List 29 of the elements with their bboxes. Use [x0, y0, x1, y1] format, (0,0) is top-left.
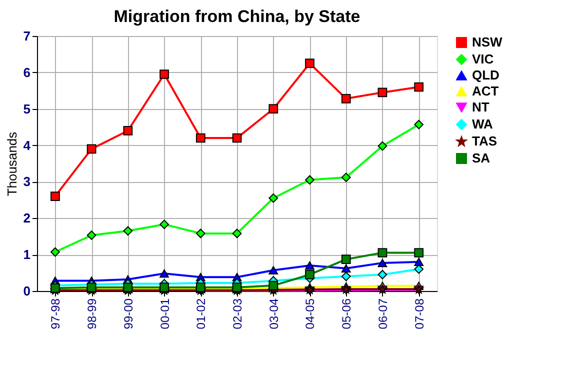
x-tick-label: 05-06: [340, 298, 354, 330]
y-tick-label: 1: [23, 247, 30, 262]
y-tick-label: 0: [23, 284, 30, 298]
x-tick-label: 99-00: [121, 298, 136, 330]
x-tick-label: 04-05: [303, 298, 318, 330]
x-tick-label: 06-07: [376, 298, 390, 330]
y-tick-label: 2: [23, 210, 30, 226]
x-tick-label: 97-98: [48, 298, 63, 330]
legend-label: NT: [472, 100, 490, 114]
x-tick-label: 07-08: [412, 298, 426, 330]
legend-label: TAS: [472, 134, 498, 148]
x-tick-label: 00-01: [158, 298, 172, 330]
x-tick-label: 02-03: [230, 298, 244, 330]
y-tick-label: 3: [23, 174, 30, 190]
legend-label: ACT: [472, 84, 499, 98]
y-tick-label: 4: [23, 138, 32, 153]
legend-label: WA: [472, 116, 494, 132]
x-tick-label: 03-04: [266, 298, 281, 330]
chart-title: Migration from China, by State: [114, 7, 360, 26]
legend-label: NSW: [472, 34, 504, 50]
y-tick-label: 6: [23, 64, 30, 80]
legend-label: VIC: [472, 52, 494, 66]
y-axis-title: Thousands: [4, 131, 20, 196]
x-tick-label: 01-02: [194, 298, 208, 330]
y-tick-label: 5: [23, 101, 30, 116]
y-tick-label: 7: [23, 28, 30, 44]
legend-label: QLD: [472, 68, 500, 82]
x-tick-label: 98-99: [85, 298, 100, 330]
legend-label: SA: [472, 150, 491, 166]
